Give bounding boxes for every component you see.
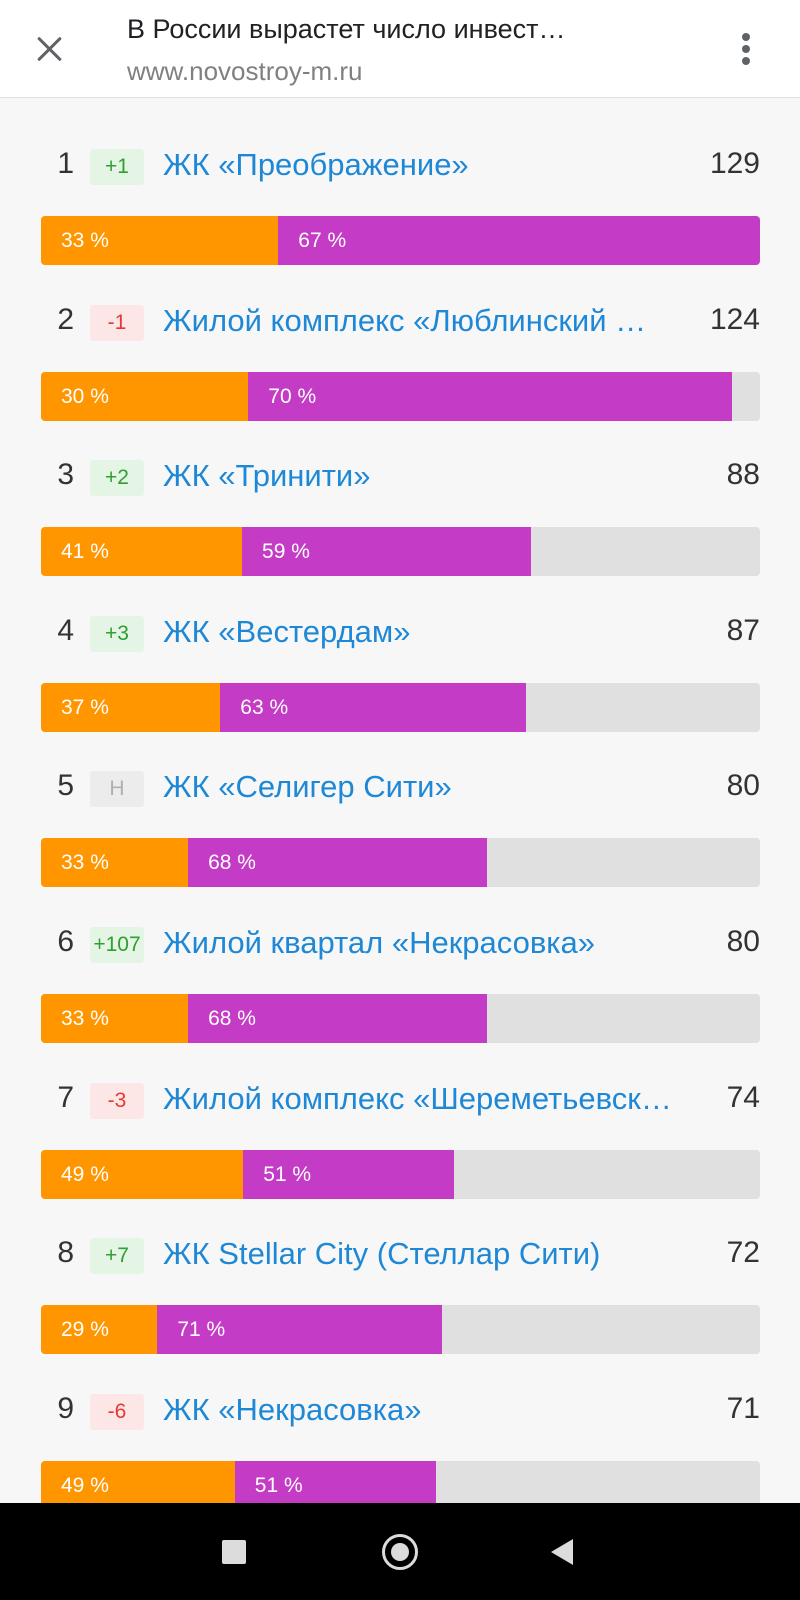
rank-number: 5	[57, 769, 74, 802]
complex-link[interactable]: ЖК Stellar City (Стеллар Сити)	[163, 1236, 601, 1271]
bar-segment-a: 49 %	[41, 1461, 235, 1503]
ranking-list[interactable]: 1 +1 ЖК «Преображение» 129 33 % 67 % 2 -…	[0, 99, 800, 1503]
bar-segment-a: 41 %	[41, 527, 243, 576]
browser-toolbar: В России вырастет число инвест… www.novo…	[0, 0, 800, 98]
recent-apps-icon[interactable]	[222, 1540, 246, 1564]
progress-bar: 33 % 68 %	[41, 838, 760, 887]
rank-number: 3	[57, 458, 74, 491]
rank-number: 1	[57, 147, 74, 180]
progress-bar: 49 % 51 %	[41, 1461, 760, 1503]
bar-segment-b: 51 %	[243, 1150, 454, 1199]
list-item: 1 +1 ЖК «Преображение» 129 33 % 67 %	[0, 99, 800, 265]
progress-bar: 33 % 68 %	[41, 994, 760, 1043]
bar-segment-b: 63 %	[220, 683, 526, 732]
menu-dot	[742, 45, 750, 53]
complex-link[interactable]: Жилой квартал «Некрасовка»	[163, 925, 596, 960]
progress-bar: 30 % 70 %	[41, 372, 760, 421]
list-item: 5 Н ЖК «Селигер Сити» 80 33 % 68 %	[0, 721, 800, 887]
complex-link[interactable]: ЖК «Некрасовка»	[163, 1392, 422, 1427]
progress-bar: 37 % 63 %	[41, 683, 760, 732]
rank-number: 8	[57, 1236, 74, 1269]
page-title: В России вырастет число инвест…	[127, 14, 566, 44]
list-item: 7 -3 Жилой комплекс «Шереметьевск… 74 49…	[0, 1033, 800, 1199]
progress-bar: 33 % 67 %	[41, 216, 760, 265]
bar-segment-b: 68 %	[188, 994, 487, 1043]
complex-link[interactable]: ЖК «Преображение»	[163, 147, 469, 182]
bar-segment-a: 33 %	[41, 994, 189, 1043]
complex-link[interactable]: Жилой комплекс «Шереметьевск…	[163, 1081, 672, 1116]
rank-change-badge: +7	[90, 1238, 144, 1274]
vote-count: 80	[726, 769, 760, 802]
vote-count: 87	[726, 614, 760, 647]
bar-segment-a: 30 %	[41, 372, 249, 421]
vote-count: 74	[726, 1081, 760, 1114]
rank-change-badge: -6	[90, 1394, 144, 1430]
bar-segment-b: 71 %	[157, 1305, 443, 1354]
vote-count: 71	[726, 1392, 760, 1425]
list-item: 3 +2 ЖК «Тринити» 88 41 % 59 %	[0, 410, 800, 576]
bar-segment-a: 37 %	[41, 683, 221, 732]
bar-segment-b: 51 %	[234, 1461, 437, 1503]
progress-bar: 41 % 59 %	[41, 527, 760, 576]
complex-link[interactable]: ЖК «Тринити»	[163, 458, 371, 493]
more-vertical-icon[interactable]	[728, 26, 768, 72]
rank-number: 6	[57, 925, 74, 958]
rank-number: 9	[57, 1392, 74, 1425]
vote-count: 88	[726, 458, 760, 491]
menu-dot	[742, 33, 750, 41]
list-item: 6 +107 Жилой квартал «Некрасовка» 80 33 …	[0, 877, 800, 1043]
back-icon[interactable]	[551, 1539, 573, 1565]
bar-segment-b: 68 %	[188, 838, 487, 887]
rank-number: 4	[57, 614, 74, 647]
rank-change-badge: +3	[90, 616, 144, 652]
vote-count: 124	[709, 303, 760, 336]
bar-segment-b: 67 %	[278, 216, 760, 265]
complex-link[interactable]: Жилой комплекс «Люблинский …	[163, 303, 647, 338]
vote-count: 129	[709, 147, 760, 180]
rank-change-badge: -3	[90, 1083, 144, 1119]
rank-change-badge: Н	[90, 771, 144, 807]
rank-change-badge: +107	[90, 927, 144, 963]
home-icon-dot	[391, 1543, 409, 1561]
menu-dot	[742, 57, 750, 65]
rank-change-badge: +1	[90, 149, 144, 185]
rank-change-badge: +2	[90, 460, 144, 496]
list-item: 9 -6 ЖК «Некрасовка» 71 49 % 51 %	[0, 1344, 800, 1503]
list-item: 2 -1 Жилой комплекс «Люблинский … 124 30…	[0, 255, 800, 421]
rank-number: 7	[57, 1081, 74, 1114]
list-item: 4 +3 ЖК «Вестердам» 87 37 % 63 %	[0, 566, 800, 732]
bar-segment-b: 70 %	[248, 372, 732, 421]
bar-segment-a: 33 %	[41, 838, 189, 887]
system-navigation-bar	[0, 1503, 800, 1600]
complex-link[interactable]: ЖК «Селигер Сити»	[163, 769, 452, 804]
home-icon[interactable]	[382, 1534, 418, 1570]
bar-segment-a: 49 %	[41, 1150, 244, 1199]
bar-segment-a: 29 %	[41, 1305, 158, 1354]
close-icon[interactable]	[24, 24, 74, 74]
progress-bar: 29 % 71 %	[41, 1305, 760, 1354]
complex-link[interactable]: ЖК «Вестердам»	[163, 614, 411, 649]
vote-count: 80	[726, 925, 760, 958]
rank-number: 2	[57, 303, 74, 336]
progress-bar: 49 % 51 %	[41, 1150, 760, 1199]
page-url[interactable]: www.novostroy-m.ru	[127, 56, 363, 86]
bar-segment-b: 59 %	[242, 527, 532, 576]
list-item: 8 +7 ЖК Stellar City (Стеллар Сити) 72 2…	[0, 1188, 800, 1354]
rank-change-badge: -1	[90, 305, 144, 341]
vote-count: 72	[726, 1236, 760, 1269]
bar-segment-a: 33 %	[41, 216, 279, 265]
